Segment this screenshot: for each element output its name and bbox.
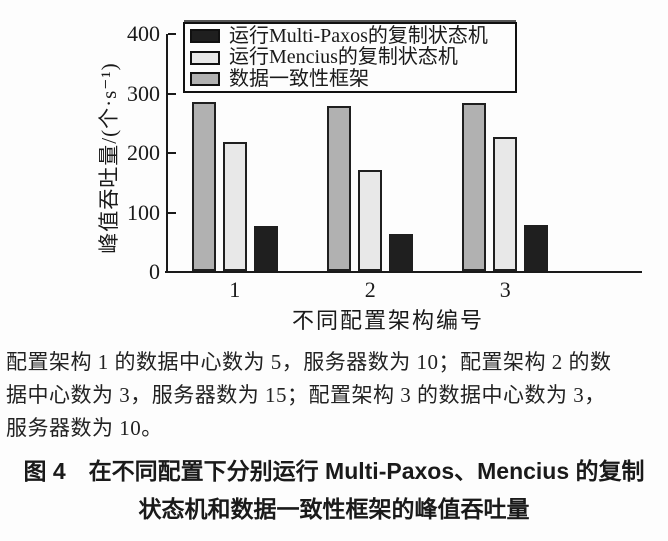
y-tick-mark bbox=[168, 92, 176, 95]
y-tick-label: 300 bbox=[127, 80, 160, 106]
figure-caption: 图 4 在不同配置下分别运行 Multi-Paxos、Mencius 的复制 状… bbox=[0, 452, 668, 528]
bar-series1-group2 bbox=[358, 170, 383, 271]
legend-entry-mencius: 运行Mencius的复制状态机 bbox=[190, 47, 510, 68]
x-axis-line bbox=[165, 271, 642, 273]
legend-swatch-gray bbox=[190, 72, 220, 86]
note-line: 服务器数为 10。 bbox=[6, 416, 163, 440]
bar-series0-group2 bbox=[389, 234, 414, 271]
x-tick-label: 1 bbox=[229, 277, 241, 302]
bar-series1-group3 bbox=[493, 137, 518, 271]
y-axis-line bbox=[166, 34, 168, 273]
caption-line-1: 图 4 在不同配置下分别运行 Multi-Paxos、Mencius 的复制 bbox=[23, 458, 645, 484]
note-line: 配置架构 1 的数据中心数为 5，服务器数为 10；配置架构 2 的数 bbox=[6, 350, 612, 374]
note-line: 据中心数为 3，服务器数为 15；配置架构 3 的数据中心数为 3， bbox=[6, 383, 606, 407]
bar-series1-group1 bbox=[222, 142, 247, 271]
x-axis-title: 不同配置架构编号 bbox=[291, 308, 484, 333]
legend-label: 运行Multi-Paxos的复制状态机 bbox=[229, 24, 488, 47]
legend-swatch-black bbox=[190, 29, 220, 43]
y-tick-mark bbox=[168, 33, 176, 36]
bar-series2-group1 bbox=[191, 102, 216, 271]
y-tick-label: 200 bbox=[127, 140, 160, 166]
y-tick-label: 400 bbox=[127, 21, 160, 47]
legend-swatch-light-gray bbox=[190, 50, 220, 65]
legend: 运行Multi-Paxos的复制状态机 运行Mencius的复制状态机 数据一致… bbox=[183, 22, 517, 93]
legend-label: 运行Mencius的复制状态机 bbox=[229, 46, 458, 68]
bar-series0-group3 bbox=[524, 225, 549, 271]
legend-entry-framework: 数据一致性框架 bbox=[190, 67, 510, 90]
bar-series2-group2 bbox=[327, 106, 352, 271]
bar-series0-group1 bbox=[253, 226, 278, 271]
x-tick-label: 3 bbox=[499, 277, 511, 302]
y-tick-label: 100 bbox=[127, 199, 160, 225]
legend-entry-multi-paxos: 运行Multi-Paxos的复制状态机 bbox=[190, 24, 510, 47]
y-tick-mark bbox=[168, 152, 176, 155]
y-tick-label: 0 bbox=[149, 259, 160, 284]
legend-label: 数据一致性框架 bbox=[229, 67, 369, 90]
caption-line-2: 状态机和数据一致性框架的峰值吞吐量 bbox=[138, 496, 530, 522]
bar-chart: 峰值吞吐量/(个·s⁻¹) 0 100 200 300 400 运行Multi-Paxo… bbox=[97, 21, 642, 333]
x-tick-label: 2 bbox=[364, 277, 376, 302]
figure-note: 配置架构 1 的数据中心数为 5，服务器数为 10；配置架构 2 的数 据中心数… bbox=[6, 346, 664, 445]
y-tick-mark bbox=[168, 211, 176, 214]
bar-series2-group3 bbox=[462, 103, 487, 271]
